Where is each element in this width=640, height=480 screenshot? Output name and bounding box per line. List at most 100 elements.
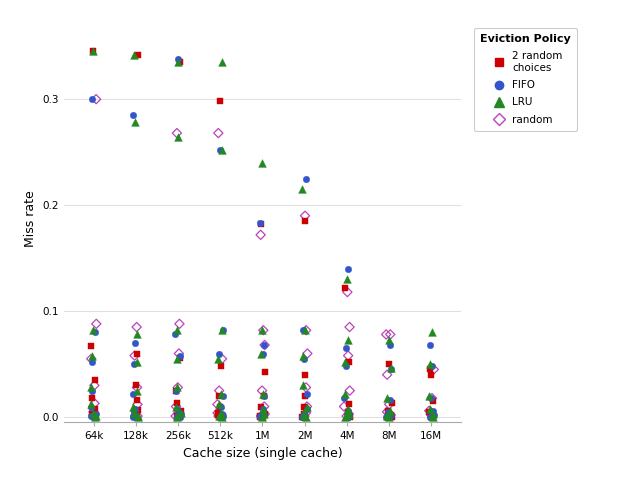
Point xyxy=(256,220,266,228)
Point xyxy=(301,409,311,417)
Point xyxy=(298,412,308,420)
Point xyxy=(88,48,98,55)
Point xyxy=(172,326,182,334)
Point xyxy=(424,408,434,416)
Point xyxy=(255,219,265,227)
Point xyxy=(86,342,97,350)
Point xyxy=(257,412,268,420)
Point xyxy=(87,387,97,395)
Point xyxy=(132,412,143,420)
Point xyxy=(340,413,350,421)
Point xyxy=(425,360,435,368)
Point xyxy=(172,387,182,395)
Point xyxy=(130,405,140,412)
Point xyxy=(300,412,310,420)
Point xyxy=(344,387,355,395)
Point xyxy=(383,413,394,421)
Point xyxy=(344,358,355,366)
Point xyxy=(172,405,182,412)
Point xyxy=(130,119,140,126)
Point xyxy=(385,396,395,404)
Point xyxy=(90,413,100,421)
Point xyxy=(342,288,353,296)
Point xyxy=(173,409,184,417)
Point xyxy=(344,410,354,418)
Point xyxy=(130,339,140,347)
Point xyxy=(175,413,186,421)
Point xyxy=(387,399,397,407)
Point xyxy=(297,413,307,420)
Point xyxy=(175,352,185,360)
Point xyxy=(385,331,396,338)
Point xyxy=(86,355,97,363)
Point xyxy=(128,390,138,397)
Point xyxy=(217,413,227,421)
Point xyxy=(301,384,311,391)
Point xyxy=(387,411,397,419)
Point xyxy=(301,326,311,334)
Point xyxy=(302,403,312,410)
Point xyxy=(259,411,269,419)
Point xyxy=(255,403,266,410)
Point xyxy=(216,390,227,397)
Point xyxy=(428,412,438,420)
Point xyxy=(298,382,308,389)
Point xyxy=(128,111,138,119)
Point xyxy=(426,412,436,420)
Point xyxy=(381,412,392,420)
Point xyxy=(255,412,266,420)
Point xyxy=(427,394,437,402)
Point xyxy=(214,349,224,357)
Point xyxy=(339,403,349,410)
Point xyxy=(426,371,436,379)
Point xyxy=(385,341,395,349)
Point xyxy=(213,412,223,420)
Point xyxy=(90,376,100,384)
Point xyxy=(386,412,396,420)
Point xyxy=(301,413,311,421)
Point xyxy=(255,413,266,421)
Point xyxy=(344,410,354,418)
Point xyxy=(86,403,96,410)
Point xyxy=(86,410,97,418)
Point xyxy=(88,411,99,419)
Point xyxy=(213,355,223,363)
Point xyxy=(90,413,100,421)
Point xyxy=(300,212,310,219)
Point xyxy=(132,396,142,404)
Point xyxy=(132,349,142,357)
Point xyxy=(342,412,352,420)
Point xyxy=(342,413,353,421)
Point xyxy=(175,354,185,361)
X-axis label: Cache size (single cache): Cache size (single cache) xyxy=(182,447,342,460)
Point xyxy=(302,403,312,410)
Point xyxy=(175,58,186,66)
Point xyxy=(132,412,142,420)
Point xyxy=(385,364,396,372)
Point xyxy=(343,412,353,420)
Point xyxy=(256,349,266,357)
Point xyxy=(175,409,186,417)
Point xyxy=(340,344,351,352)
Point xyxy=(132,358,142,366)
Point xyxy=(214,412,224,420)
Point xyxy=(300,355,310,363)
Point xyxy=(343,413,353,421)
Point xyxy=(427,328,437,336)
Point xyxy=(297,185,307,193)
Point xyxy=(88,326,99,334)
Point xyxy=(86,400,96,408)
Point xyxy=(343,265,353,273)
Point xyxy=(212,411,223,419)
Point xyxy=(218,392,228,400)
Point xyxy=(172,384,182,391)
Point xyxy=(90,405,100,412)
Point xyxy=(426,413,436,420)
Point xyxy=(340,284,350,292)
Point xyxy=(174,320,184,328)
Y-axis label: Miss rate: Miss rate xyxy=(24,190,37,247)
Point xyxy=(90,399,100,407)
Point xyxy=(216,362,226,370)
Point xyxy=(259,392,269,400)
Point xyxy=(342,276,352,283)
